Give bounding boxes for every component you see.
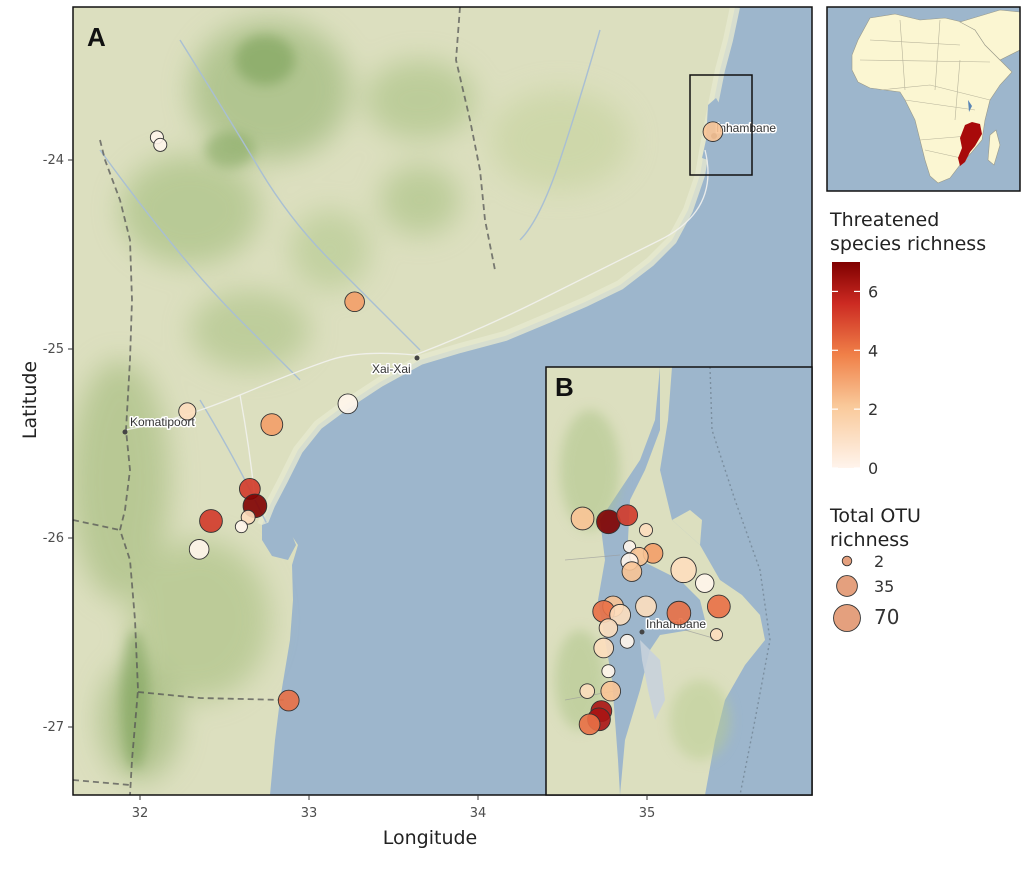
color-tick-label-4: 4 [868,341,878,360]
main-site-point-13 [188,539,210,560]
vegetation [73,20,630,780]
x-tick-label-34: 34 [470,806,487,821]
y-axis: -24 -25 -26 -27 Latitude [19,153,73,735]
size-legend-title-line1: Total OTU [829,505,921,527]
main-site-point-14 [277,689,300,712]
color-legend-title-line1: Threatened [829,209,939,231]
size-key-circle-2 [841,555,853,567]
mozambique-highlight [958,122,982,166]
main-site-point-6 [178,402,197,421]
main-sites [149,121,724,712]
inset-inhambane-marker [639,629,645,635]
place-label-komatipoort: Komatipoort [130,415,195,429]
inset-site-point-20 [593,637,614,659]
size-key-label-2: 2 [874,552,884,571]
main-site-point-3 [702,121,724,142]
inset-site-point-23 [600,680,622,702]
main-map: Inhambane Xai-Xai Komatipoort [73,7,812,795]
x-tick-label-35: 35 [639,806,656,821]
x-axis: 32 33 34 35 Longitude [132,795,656,849]
xai-xai-marker [414,355,420,361]
inset-map-frame [545,366,813,796]
size-key-circle-35 [836,575,858,597]
color-legend-title-line2: species richness [830,233,986,255]
size-key-label-70: 70 [874,605,899,629]
place-label-inhambane: Inhambane [716,121,776,135]
inset-site-point-17 [707,594,731,619]
inset-site-point-24 [579,683,596,699]
rivers [99,29,601,523]
inset-extent-box [689,74,753,176]
y-tick-label-0: -24 [43,153,64,168]
borders [73,7,496,795]
main-site-point-2 [153,137,168,152]
inset-site-point-21 [709,628,724,642]
main-site-point-7 [260,413,284,436]
inset-site-point-16 [666,600,692,626]
main-site-point-5 [337,393,359,415]
komatipoort-marker [122,429,128,435]
legend: Threatened species richness 6 4 2 0 Total O… [829,209,986,632]
inset-site-point-15 [635,595,657,618]
color-tick-label-0: 0 [868,459,878,478]
main-site-point-11 [234,520,248,534]
inset-site-point-14 [609,603,631,626]
panel-label-a: A [87,22,106,52]
x-tick-label-32: 32 [132,806,149,821]
y-axis-title: Latitude [19,361,41,439]
inset-site-point-27 [578,713,601,736]
inset-site-point-10 [621,561,643,582]
color-tick-label-2: 2 [868,400,878,419]
maputo-bay [262,520,296,560]
inset-sites [570,504,731,736]
x-axis-title: Longitude [383,827,478,849]
africa-locator-frame [826,6,1021,192]
size-legend-title-line2: richness [830,529,909,551]
inset-map: Inhambane B [545,366,813,796]
inset-site-point-22 [601,664,616,679]
inset-site-point-11 [695,573,715,593]
size-key-circle-70 [833,604,861,632]
inset-site-point-18 [598,618,619,638]
y-tick-label-2: -26 [43,531,64,546]
inset-site-point-19 [619,633,635,649]
color-tick-label-6: 6 [868,282,878,301]
inset-site-point-3 [616,504,639,527]
africa-locator-map [826,6,1021,192]
x-tick-label-33: 33 [301,806,318,821]
place-label-xai-xai: Xai-Xai [372,362,411,376]
inset-site-point-9 [670,556,697,584]
main-site-point-10 [240,509,256,525]
color-scale-bar [832,262,860,468]
y-tick-label-3: -27 [43,720,64,735]
main-site-point-12 [199,509,223,533]
inset-site-point-4 [639,523,653,538]
size-key-label-35: 35 [874,577,894,596]
madagascar [987,129,1001,166]
inset-site-point-1 [570,506,595,531]
panel-label-b: B [555,372,574,402]
main-site-point-4 [344,291,365,313]
y-tick-label-1: -25 [43,342,64,357]
